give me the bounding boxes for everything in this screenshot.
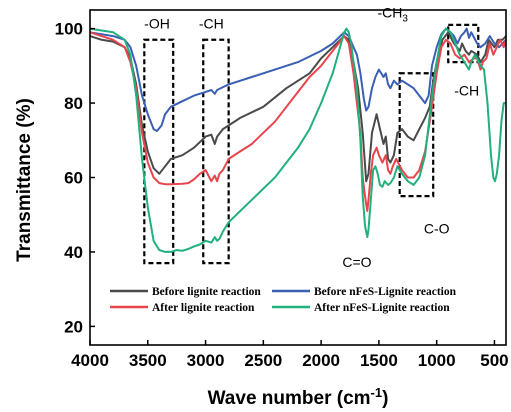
x-tick-label: 1500 — [360, 351, 398, 370]
peak-annotation: -CH3 — [378, 4, 409, 24]
legend: Before lignite reaction Before nFeS-Lign… — [110, 286, 457, 314]
peak-annotation: -CH — [454, 83, 479, 99]
annotation-box — [398, 72, 435, 198]
x-tick-label: 1000 — [418, 351, 456, 370]
x-tick-label: 3000 — [187, 351, 225, 370]
series-line-1 — [89, 27, 507, 132]
series-line-0 — [89, 31, 507, 183]
legend-item: Before lignite reaction — [110, 286, 261, 298]
series-line-2 — [89, 31, 507, 212]
x-axis-title-close: ) — [382, 388, 388, 409]
x-tick-label: 2500 — [244, 351, 282, 370]
y-tick-label: 100 — [55, 20, 83, 39]
x-tick-label: 2000 — [302, 351, 340, 370]
annotation-box — [202, 38, 230, 265]
x-tick-label: 3500 — [129, 351, 167, 370]
y-tick-label: 80 — [64, 94, 83, 113]
peak-annotation: C-O — [424, 220, 450, 236]
y-tick-label: 60 — [64, 169, 83, 188]
peak-annotations: -OH -CH -CH3 -CH C-O C=O — [144, 4, 479, 269]
legend-item: After nFeS-Lignite reaction — [272, 302, 450, 314]
legend-label: After lignite reaction — [152, 302, 255, 314]
y-tick-label: 40 — [64, 243, 83, 262]
x-tick-label: 4000 — [71, 351, 109, 370]
legend-item: Before nFeS-Lignite reaction — [272, 286, 457, 298]
peak-annotation: -CH — [199, 16, 224, 32]
annotation-box — [143, 38, 175, 265]
axis-ticks: 4000 3500 3000 2500 2000 1500 1000 500 20 40 60 80 1… — [55, 20, 509, 370]
x-tick-label: 500 — [480, 351, 508, 370]
legend-label: Before nFeS-Lignite reaction — [314, 286, 457, 298]
series-lines — [89, 27, 507, 253]
series-line-3 — [89, 27, 506, 253]
x-axis-title: Wave number (cm-1) — [208, 385, 389, 409]
x-axis-title-superscript: -1 — [371, 385, 383, 400]
peak-annotation: C=O — [342, 254, 371, 270]
x-axis-title-main: Wave number (cm — [208, 388, 371, 409]
y-tick-label: 20 — [64, 317, 83, 336]
legend-item: After lignite reaction — [110, 302, 255, 314]
y-axis-title: Transmittance (%) — [14, 98, 35, 262]
legend-label: After nFeS-Lignite reaction — [314, 302, 450, 314]
peak-annotation: -OH — [144, 16, 170, 32]
legend-label: Before lignite reaction — [152, 286, 261, 298]
